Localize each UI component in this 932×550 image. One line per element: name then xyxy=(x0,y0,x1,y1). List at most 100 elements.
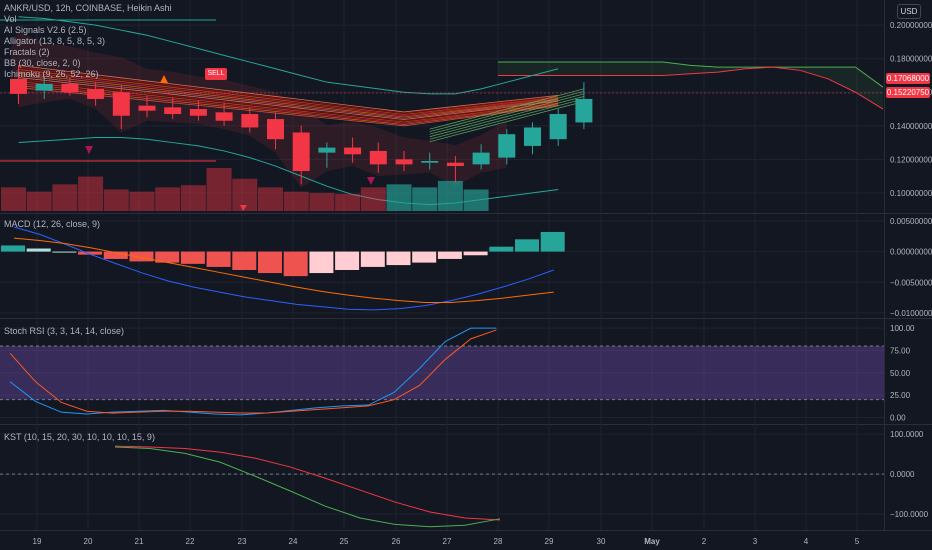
sell-signal-label: SELL xyxy=(205,68,227,80)
x-tick-label: 2 xyxy=(702,537,707,546)
volume-bar xyxy=(180,185,206,211)
legend-ai-signals[interactable]: AI Signals V2.6 (2.5) xyxy=(4,25,87,35)
volume-bar xyxy=(463,189,489,211)
alligator-ribbon-line xyxy=(18,71,559,117)
y-tick-label: 0.00 xyxy=(890,414,906,423)
price-pane[interactable] xyxy=(0,16,884,211)
alligator-ribbon-line xyxy=(18,65,559,113)
legend-fractals[interactable]: Fractals (2) xyxy=(4,47,50,57)
x-tick-label: 30 xyxy=(597,537,606,546)
candle-body xyxy=(549,114,567,140)
kst-pane[interactable] xyxy=(0,445,884,528)
macd-signal-line xyxy=(13,237,554,304)
stoch-rsi-pane[interactable] xyxy=(0,327,884,416)
x-tick-label: 25 xyxy=(340,537,349,546)
ichimoku-span-b xyxy=(498,66,884,110)
x-tick-label: 19 xyxy=(33,537,42,546)
candle-body xyxy=(112,92,130,116)
alligator-ribbon-line xyxy=(18,69,559,115)
x-tick-label: 22 xyxy=(186,537,195,546)
candle-body xyxy=(189,109,207,116)
y-tick-label: 0.20000000 xyxy=(890,21,932,30)
macd-histogram-bar xyxy=(180,251,205,264)
candle xyxy=(446,155,464,183)
y-tick-label: 0.12000000 xyxy=(890,155,932,164)
candle xyxy=(524,122,541,155)
y-tick-label: 25.00 xyxy=(890,391,911,400)
fractal-down-marker xyxy=(367,177,375,185)
candle-body xyxy=(472,152,490,165)
axes: 19 20 21 22 23 24 25 26 27 28 29 30 May 2 3 4 50.2000000… xyxy=(33,21,932,546)
candle xyxy=(575,82,593,130)
macd-histogram-bar xyxy=(360,251,385,267)
alligator-ribbon-line xyxy=(18,73,559,118)
alligator-ribbon-line xyxy=(18,67,559,114)
y-tick-label: 100.00 xyxy=(890,324,915,333)
sell-arrow-marker xyxy=(240,205,247,211)
candle xyxy=(241,107,259,133)
candle xyxy=(421,152,439,170)
volume-bar xyxy=(283,191,309,211)
volume-bar xyxy=(103,189,129,211)
macd-pane[interactable] xyxy=(1,226,565,311)
candle xyxy=(549,109,567,146)
candle xyxy=(472,144,490,170)
x-tick-label: 27 xyxy=(443,537,452,546)
macd-label[interactable]: MACD (12, 26, close, 9) xyxy=(4,219,101,229)
legend-alligator[interactable]: Alligator (13, 8, 5, 8, 5, 3) xyxy=(4,36,106,46)
macd-histogram-bar xyxy=(103,251,128,259)
macd-histogram-bar xyxy=(463,251,488,256)
bb-upper-band xyxy=(18,16,559,95)
kst-label[interactable]: KST (10, 15, 20, 30, 10, 10, 10, 15, 9) xyxy=(4,432,155,442)
volume-bar xyxy=(335,193,361,211)
volume-bar xyxy=(26,191,52,211)
y-tick-label: 75.00 xyxy=(890,346,911,355)
bullish-ribbon-line xyxy=(429,96,585,138)
candle xyxy=(395,150,413,172)
macd-histogram-bar xyxy=(155,251,180,263)
bullish-ribbon-line xyxy=(429,98,585,140)
volume-bar xyxy=(437,180,463,211)
x-tick-label: 26 xyxy=(392,537,401,546)
candle xyxy=(138,95,156,118)
y-tick-label: −0.00500000 xyxy=(890,278,932,287)
x-tick-label: 3 xyxy=(753,537,758,546)
candle-body xyxy=(292,132,310,172)
price-tag-lower: 0.15220750 xyxy=(886,87,930,98)
candle-body xyxy=(498,134,516,158)
bullish-ribbon-line xyxy=(429,101,585,143)
volume-bar xyxy=(360,187,386,211)
macd-histogram-bar xyxy=(232,251,257,270)
legend-ichimoku[interactable]: Ichimoku (9, 26, 52, 26) xyxy=(4,69,99,79)
legend-bb[interactable]: BB (30, close, 2, 0) xyxy=(4,58,81,68)
candle-body xyxy=(524,127,541,146)
y-tick-label: −100.0000 xyxy=(890,510,929,519)
macd-histogram-bar xyxy=(309,251,334,274)
stoch-rsi-label[interactable]: Stoch RSI (3, 3, 14, 14, close) xyxy=(4,326,125,336)
currency-badge[interactable]: USD xyxy=(897,4,921,19)
alligator-ribbon-line xyxy=(18,77,559,120)
alligator-ribbon-line xyxy=(18,75,559,119)
candle-body xyxy=(164,107,182,115)
y-tick-label: 0.00000000 xyxy=(890,248,932,257)
volume-bar xyxy=(52,184,78,211)
candle-body xyxy=(421,161,439,163)
candle-body xyxy=(395,159,413,165)
candle-body xyxy=(318,147,336,153)
x-tick-label: 21 xyxy=(135,537,144,546)
alligator-ribbon-line xyxy=(18,79,559,122)
y-tick-label: 0.14000000 xyxy=(890,122,932,131)
indicator-legend: ANKR/USD, 12h, COINBASE, Heikin Ashi Vol… xyxy=(4,3,172,80)
volume-bar xyxy=(258,187,283,211)
legend-vol[interactable]: Vol xyxy=(4,14,17,24)
bullish-ribbon-line xyxy=(429,91,585,133)
volume-bar xyxy=(309,192,335,211)
candle xyxy=(344,137,362,163)
candle xyxy=(267,112,284,150)
x-tick-label: 20 xyxy=(84,537,93,546)
candle-body xyxy=(35,83,53,91)
macd-histogram-bar xyxy=(26,248,51,252)
candle xyxy=(215,102,233,126)
kst-line xyxy=(114,446,501,528)
